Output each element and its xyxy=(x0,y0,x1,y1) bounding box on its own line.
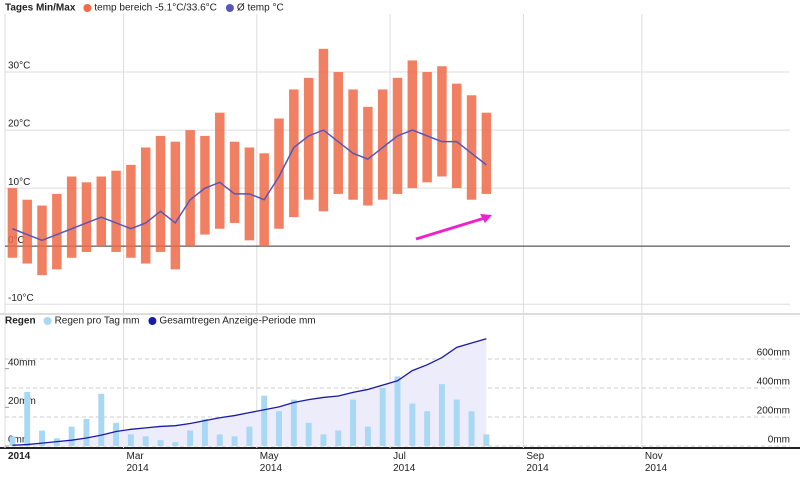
rain-bar xyxy=(364,426,371,446)
legend-marker xyxy=(43,317,52,325)
y-tick-label: 10°C xyxy=(8,177,30,188)
x-tick-label: May 2014 xyxy=(259,451,283,474)
range-bar xyxy=(66,176,77,258)
rain-bar xyxy=(261,395,268,446)
annotation-arrow xyxy=(415,215,489,241)
rain-bar xyxy=(216,434,223,446)
y-tick-label: 0mm xyxy=(8,435,30,446)
range-bar xyxy=(52,193,62,270)
x-tick-label: Mar 2014 xyxy=(126,451,149,474)
legend-label: temp bereich -5.1°C/33.6°C xyxy=(94,3,217,14)
rain-bar xyxy=(290,399,297,446)
y-tick-label: 40mm xyxy=(8,357,36,368)
rain-bar xyxy=(113,422,120,446)
range-bar xyxy=(155,135,166,252)
rain-bar xyxy=(453,399,460,446)
x-tick-label: Nov 2014 xyxy=(644,451,668,474)
range-bar xyxy=(215,112,225,229)
rain-bar xyxy=(468,411,475,446)
y2-tick-label: 400mm xyxy=(757,377,790,388)
x-tick-label: Jul 2014 xyxy=(393,451,416,474)
range-bar xyxy=(81,182,92,252)
rain-bar xyxy=(172,442,179,446)
rain-bar xyxy=(424,411,431,446)
legend-label: Regen pro Tag mm xyxy=(55,316,140,327)
rain-bar xyxy=(24,391,31,446)
range-bar xyxy=(200,135,210,235)
y-tick-label: 30°C xyxy=(8,61,30,72)
rain-bar xyxy=(98,393,105,446)
rain-bar xyxy=(142,436,149,446)
range-bar xyxy=(481,112,492,194)
rain-bar xyxy=(39,430,45,446)
range-bar xyxy=(111,170,121,252)
cumulative-area xyxy=(12,338,487,446)
range-bar xyxy=(140,147,151,264)
rain-bar xyxy=(231,436,238,446)
range-bar xyxy=(185,130,195,247)
rain-bar xyxy=(409,403,416,446)
rain-bar xyxy=(83,418,90,446)
range-bar xyxy=(452,83,462,189)
rain-bar xyxy=(201,418,208,446)
rain-bar xyxy=(246,426,253,446)
range-bar xyxy=(96,176,107,247)
rain-bar xyxy=(379,388,386,446)
y-tick-label: -10°C xyxy=(8,293,34,304)
legend-title: Tages Min/Max xyxy=(5,3,76,14)
rain-bar xyxy=(157,440,164,446)
cumulative-line xyxy=(12,338,487,446)
legend-label: Ø temp °C xyxy=(237,3,284,14)
x-tick-label: 2014 xyxy=(8,451,31,462)
rain-bar xyxy=(9,436,16,446)
range-bar xyxy=(229,141,240,223)
range-bar xyxy=(348,89,358,200)
range-bar xyxy=(437,66,447,177)
annotation-arrowhead xyxy=(480,214,492,223)
rain-bar xyxy=(483,434,490,446)
legend-marker xyxy=(83,4,92,12)
y-tick-label: 20mm xyxy=(8,396,36,407)
range-bar xyxy=(377,89,388,200)
legend-marker xyxy=(148,317,157,325)
range-bar xyxy=(7,188,18,258)
rain-bar xyxy=(68,426,75,446)
legend-marker xyxy=(225,4,234,12)
range-bar xyxy=(466,95,477,200)
rain-bar xyxy=(187,430,194,446)
range-bar xyxy=(422,72,432,183)
legend-label: Gesamtregen Anzeige-Periode mm xyxy=(159,316,315,327)
y2-tick-label: 200mm xyxy=(757,406,790,417)
range-bar xyxy=(303,77,314,200)
y2-tick-label: 600mm xyxy=(757,348,790,359)
range-bar xyxy=(274,118,284,229)
y-tick-label: 20°C xyxy=(8,119,30,130)
rain-bar xyxy=(276,411,282,446)
rain-bar xyxy=(350,399,357,446)
rain-bar xyxy=(335,430,342,446)
y2-tick-label: 0mm xyxy=(768,435,790,446)
range-bar xyxy=(363,106,373,206)
x-tick-label: Sep 2014 xyxy=(526,451,549,474)
rain-bar xyxy=(438,384,445,446)
rain-bar xyxy=(320,434,327,446)
legend-title: Regen xyxy=(5,316,36,327)
rain-bar xyxy=(305,422,312,446)
average-line xyxy=(12,129,487,242)
range-bar xyxy=(407,60,418,189)
range-bar xyxy=(22,199,32,264)
rain-bar xyxy=(127,434,134,446)
rain-bar xyxy=(394,376,401,446)
range-bar xyxy=(170,141,181,270)
range-bar xyxy=(126,164,136,258)
range-bar xyxy=(333,72,343,194)
range-bar xyxy=(289,89,299,218)
